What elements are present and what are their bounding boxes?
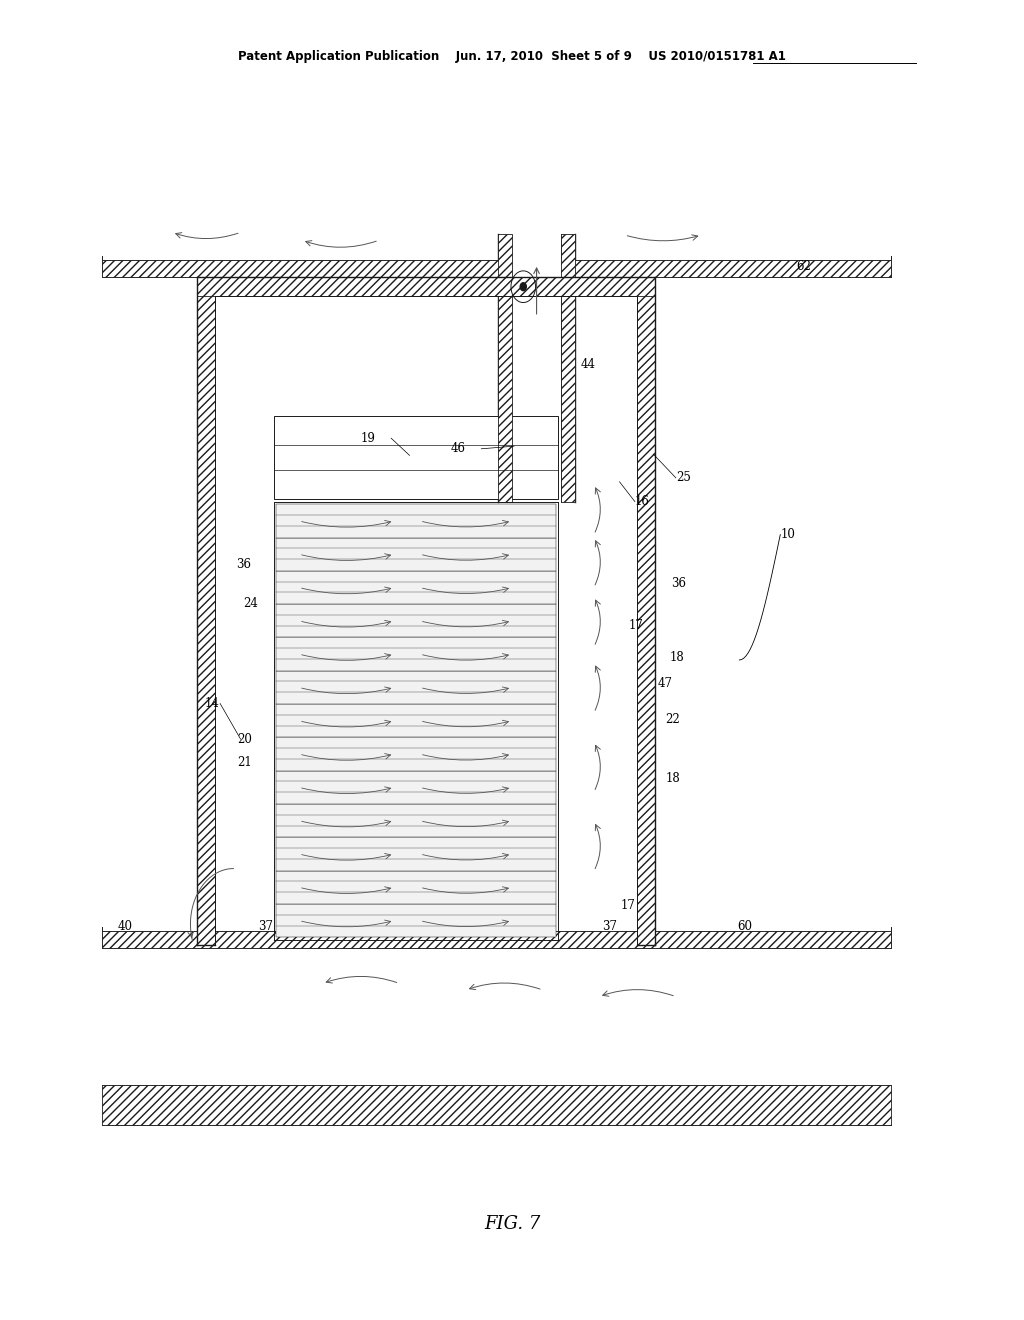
Text: 36: 36: [671, 577, 686, 590]
Text: 19: 19: [360, 432, 376, 445]
Bar: [276, 605, 556, 638]
Bar: [276, 837, 556, 871]
Bar: [274, 416, 558, 499]
Bar: [276, 570, 556, 605]
Bar: [276, 671, 556, 704]
Text: 16: 16: [635, 495, 650, 508]
Text: 46: 46: [451, 442, 466, 455]
Bar: [276, 704, 556, 738]
Text: 36: 36: [237, 558, 252, 572]
Bar: [637, 277, 655, 945]
Text: 24: 24: [243, 597, 258, 610]
Text: FIG. 7: FIG. 7: [483, 1214, 541, 1233]
Circle shape: [520, 282, 526, 290]
Bar: [276, 771, 556, 804]
Bar: [276, 871, 556, 904]
Text: Patent Application Publication    Jun. 17, 2010  Sheet 5 of 9    US 2010/0151781: Patent Application Publication Jun. 17, …: [238, 50, 786, 63]
Text: 14: 14: [205, 697, 220, 710]
Bar: [276, 804, 556, 837]
Bar: [276, 638, 556, 671]
Text: 47: 47: [657, 677, 673, 690]
Bar: [276, 537, 556, 570]
Text: 44: 44: [581, 358, 596, 371]
Text: 21: 21: [238, 756, 252, 770]
Bar: [102, 931, 891, 948]
Text: 17: 17: [621, 899, 636, 912]
Text: 62: 62: [797, 260, 812, 273]
Text: 40: 40: [118, 920, 133, 933]
Text: 22: 22: [666, 713, 680, 726]
Text: 60: 60: [737, 920, 753, 933]
Text: 18: 18: [670, 651, 684, 664]
Text: 10: 10: [780, 528, 796, 541]
Text: 37: 37: [258, 920, 273, 933]
Bar: [276, 904, 556, 937]
Bar: [197, 277, 215, 945]
Text: 37: 37: [602, 920, 617, 933]
Bar: [197, 277, 655, 296]
Bar: [276, 738, 556, 771]
Bar: [561, 234, 575, 502]
Text: 17: 17: [629, 619, 644, 632]
Text: 18: 18: [666, 772, 680, 785]
Bar: [102, 1085, 891, 1125]
Bar: [102, 260, 891, 277]
Bar: [276, 504, 556, 537]
Text: 25: 25: [676, 471, 691, 484]
Text: 20: 20: [238, 733, 253, 746]
Bar: [498, 234, 512, 502]
Bar: [512, 234, 561, 502]
